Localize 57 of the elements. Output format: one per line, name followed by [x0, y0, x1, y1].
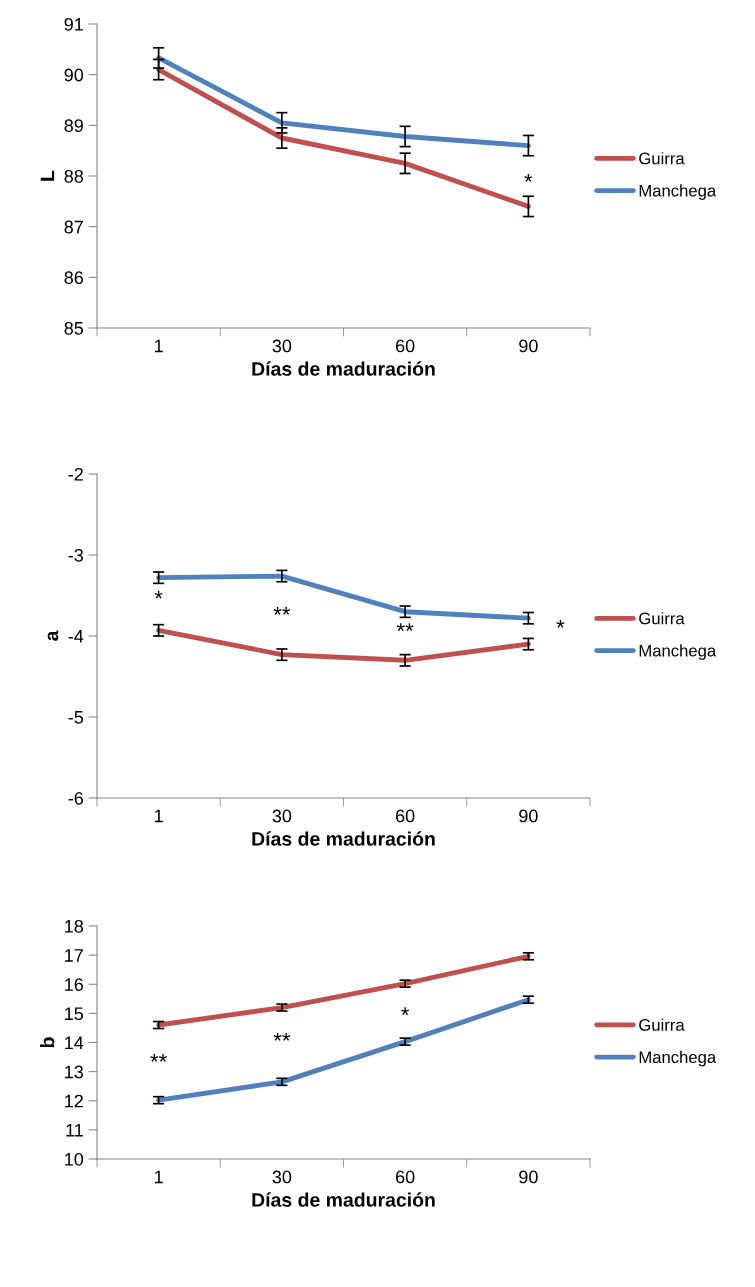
- y-tick-label: -3: [68, 548, 84, 562]
- y-tick-label: 85: [64, 321, 84, 335]
- x-tick-label: 90: [519, 1170, 538, 1184]
- annotation: *: [401, 1007, 410, 1016]
- line-series: [156, 573, 531, 621]
- y-tick-label: -6: [68, 791, 84, 805]
- legend-label: Guirra: [639, 612, 685, 625]
- y-tick-label: 14: [65, 1036, 84, 1050]
- x-axis-title: Días de maduración: [252, 831, 435, 846]
- line-series: [156, 953, 531, 1028]
- x-tick-label: 30: [272, 339, 292, 353]
- legend-label: Manchega: [639, 184, 717, 200]
- y-tick-label: -2: [68, 467, 83, 481]
- x-tick-label: 90: [519, 809, 538, 823]
- y-tick-label: 13: [65, 1065, 84, 1079]
- y-tick-label: 15: [65, 1007, 84, 1021]
- y-tick-label: -4: [68, 630, 84, 643]
- annotation: **: [396, 623, 414, 632]
- y-tick-label: 11: [66, 1124, 83, 1137]
- y-tick-label: 86: [64, 271, 84, 285]
- x-tick-label: 30: [272, 809, 292, 823]
- legend-label: Manchega: [639, 1050, 717, 1067]
- y-tick-label: 17: [65, 949, 83, 962]
- x-axis-title: Días de maduración: [252, 1192, 435, 1207]
- y-tick-label: 91: [64, 17, 83, 31]
- x-tick-label: 60: [396, 809, 415, 823]
- annotation: *: [524, 174, 533, 182]
- y-tick-label: 90: [64, 68, 84, 82]
- line-series: [156, 67, 531, 209]
- y-tick-label: 88: [64, 169, 84, 183]
- x-tick-label: 1: [154, 339, 163, 353]
- y-tick-label: -5: [68, 711, 84, 724]
- y-tick-label: 89: [64, 119, 83, 133]
- annotation: *: [556, 619, 565, 628]
- y-tick-label: 10: [65, 1152, 84, 1166]
- legend-label: Guirra: [639, 1018, 685, 1031]
- x-tick-label: 60: [396, 1170, 415, 1184]
- y-axis-title: L: [40, 170, 55, 181]
- annotation: **: [273, 607, 291, 615]
- legend-label: Guirra: [639, 152, 685, 165]
- y-tick-label: 12: [65, 1094, 83, 1108]
- x-tick-label: 90: [519, 339, 538, 353]
- legend-label: Manchega: [639, 644, 717, 660]
- line-series: [156, 55, 531, 149]
- y-tick-label: 18: [65, 919, 84, 933]
- annotation: **: [150, 1053, 167, 1062]
- y-axis-title: b: [40, 1037, 55, 1048]
- y-axis-title: a: [47, 630, 59, 641]
- x-tick-label: 60: [396, 339, 415, 353]
- y-tick-label: 87: [64, 220, 83, 234]
- x-axis-title: Días de maduración: [252, 361, 435, 376]
- x-tick-label: 1: [154, 809, 163, 823]
- x-tick-label: 30: [272, 1170, 292, 1184]
- annotation: **: [273, 1032, 291, 1041]
- y-tick-label: 16: [65, 978, 84, 991]
- annotation: *: [154, 590, 163, 599]
- x-tick-label: 1: [154, 1170, 163, 1184]
